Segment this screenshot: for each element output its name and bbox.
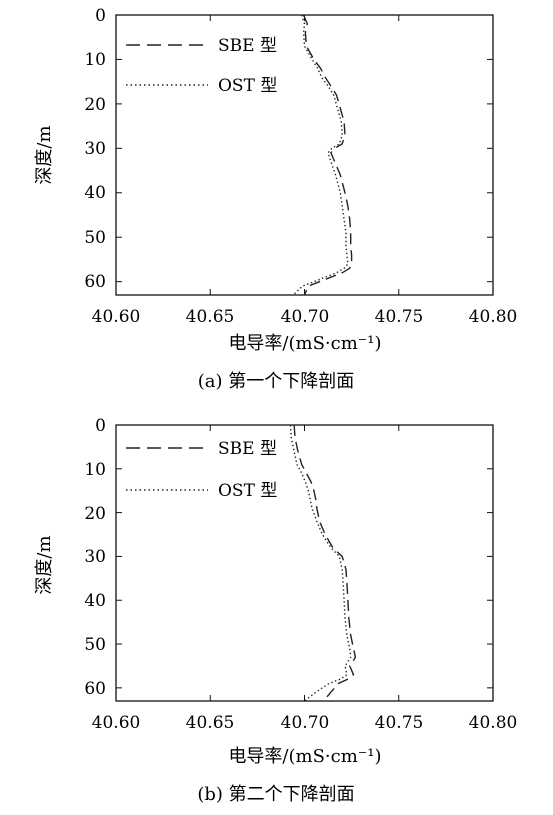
legend-label-a-ost: OST 型 [218, 76, 277, 96]
ytick-a-60: 60 [84, 272, 106, 292]
xtick-b-40.65: 40.65 [186, 713, 235, 733]
xtick-a-40.60: 40.60 [92, 307, 141, 327]
series-line-b-ost [289, 424, 352, 702]
ytick-a-50: 50 [84, 228, 106, 248]
ytick-b-0: 0 [95, 416, 106, 436]
ticks-b [115, 424, 494, 701]
xtick-a-40.80: 40.80 [469, 307, 518, 327]
ytick-b-40: 40 [84, 591, 106, 611]
ytick-a-20: 20 [84, 95, 106, 115]
xtick-b-40.70: 40.70 [281, 713, 330, 733]
panel-a: 0 10 20 30 40 50 60 40.60 40.65 40.70 40… [34, 6, 517, 392]
series-line-b-sbe [293, 424, 357, 702]
legend-label-a-sbe: SBE 型 [218, 36, 277, 56]
ytick-a-30: 30 [84, 139, 106, 159]
legend-label-b-sbe: SBE 型 [218, 439, 277, 459]
xtick-a-40.70: 40.70 [281, 307, 330, 327]
plot-frame-b [115, 424, 494, 702]
legend-label-b-ost: OST 型 [218, 481, 277, 501]
ytick-b-50: 50 [84, 635, 106, 655]
y-axis-label-b: 深度/m [34, 535, 55, 594]
x-axis-label-b: 电导率/(mS·cm⁻¹) [228, 746, 381, 767]
panel-b: 0 10 20 30 40 50 60 40.60 40.65 40.70 40… [34, 416, 517, 805]
ytick-b-30: 30 [84, 547, 106, 567]
ytick-a-10: 10 [84, 50, 106, 70]
ytick-b-10: 10 [84, 460, 106, 480]
xtick-b-40.75: 40.75 [375, 713, 424, 733]
ytick-b-20: 20 [84, 504, 106, 524]
ytick-a-0: 0 [95, 6, 106, 26]
caption-b: (b) 第二个下降剖面 [197, 784, 354, 805]
xtick-b-40.60: 40.60 [92, 713, 141, 733]
ytick-b-60: 60 [84, 679, 106, 699]
xtick-a-40.65: 40.65 [186, 307, 235, 327]
series-lines-b [289, 424, 357, 702]
xtick-a-40.75: 40.75 [375, 307, 424, 327]
xtick-b-40.80: 40.80 [469, 713, 518, 733]
ytick-a-40: 40 [84, 183, 106, 203]
plot-frame-a [115, 14, 494, 296]
y-axis-label-a: 深度/m [34, 125, 55, 184]
caption-a: (a) 第一个下降剖面 [198, 371, 355, 392]
series-lines-a [292, 14, 353, 296]
series-line-a-sbe [302, 14, 353, 296]
x-axis-label-a: 电导率/(mS·cm⁻¹) [228, 333, 381, 354]
